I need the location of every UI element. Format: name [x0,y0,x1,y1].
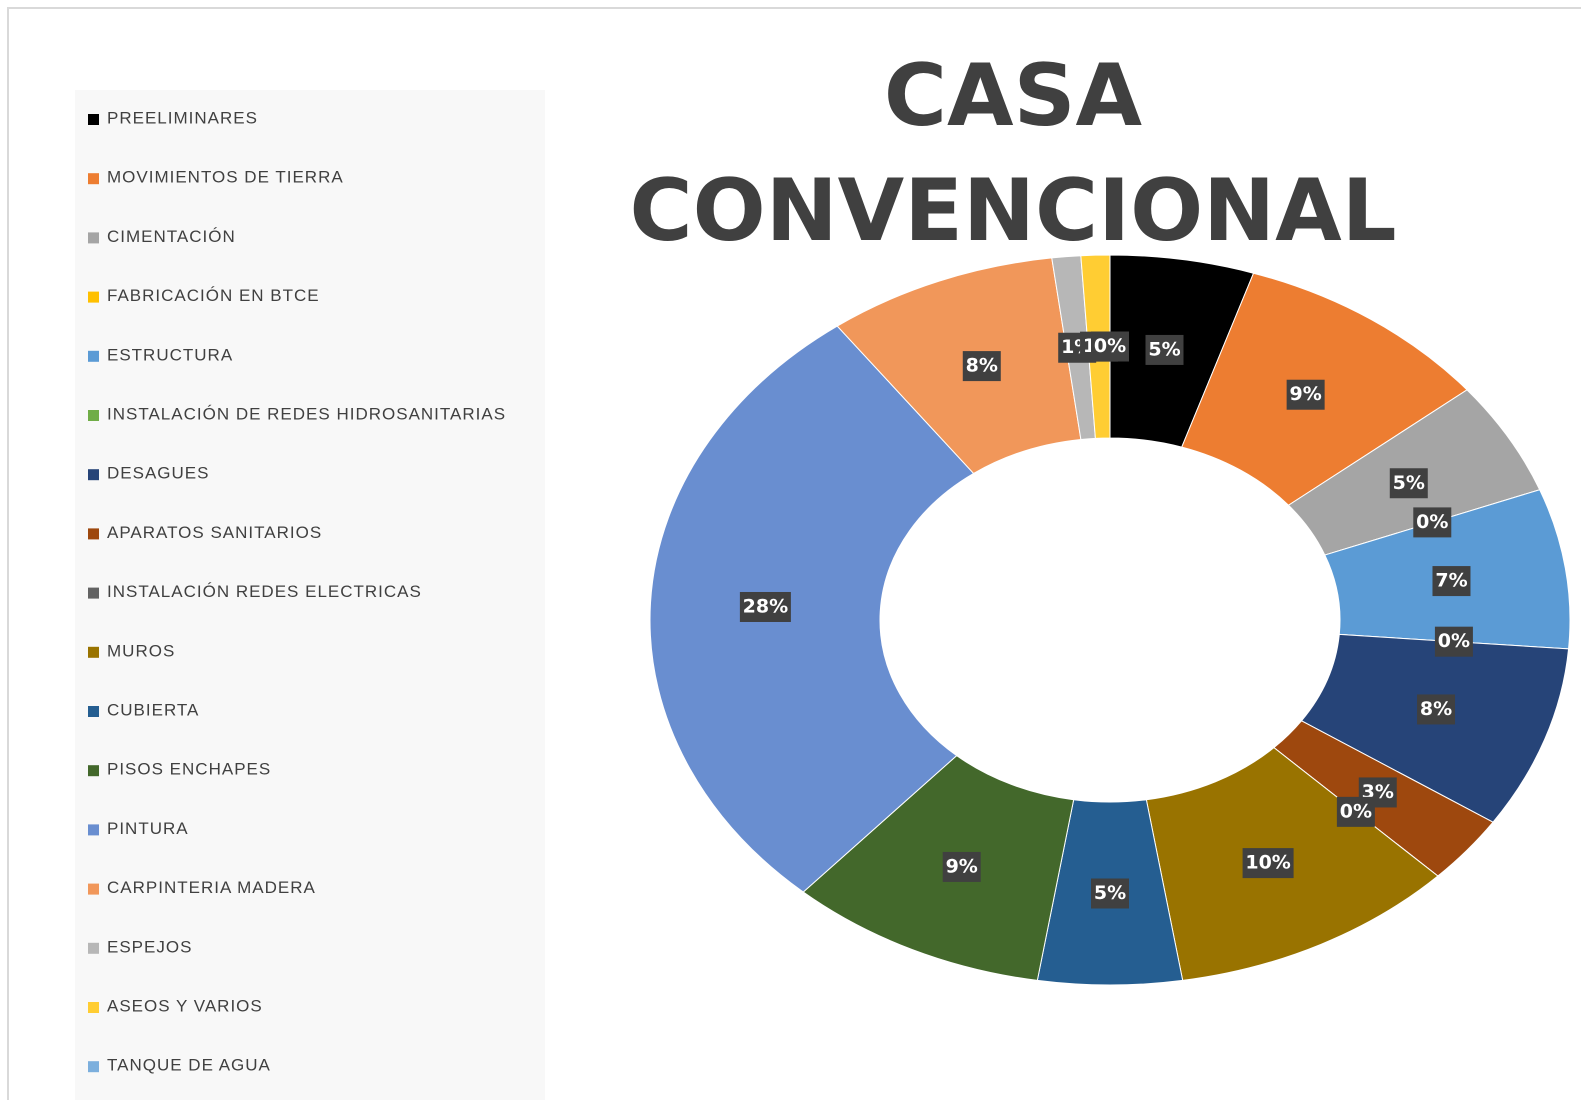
data-label-text: 0% [1340,800,1372,822]
data-label-box [1286,379,1325,410]
data-label-text: 28% [743,595,788,617]
legend-label: ASEOS Y VARIOS [107,996,263,1015]
data-label: 5% [1145,334,1184,365]
legend-swatch [88,173,99,185]
data-label-text: 5% [1393,472,1425,494]
data-label-text: 7% [1435,570,1467,592]
data-label-box [1091,331,1129,362]
data-label: 9% [942,851,981,882]
data-label-box [962,351,1001,382]
legend-panel [75,90,545,1100]
data-label: 7% [1432,566,1471,597]
legend-swatch [88,587,99,599]
data-label: 0% [1336,796,1375,827]
data-label-text: 0% [1438,630,1470,652]
data-label-box [1413,507,1452,538]
data-label-box [942,851,981,882]
data-label: 8% [1417,694,1456,725]
legend-swatch [88,114,99,125]
legend-label: PISOS ENCHAPES [107,760,271,779]
data-label-text: 9% [946,855,978,877]
legend-label: PINTURA [107,819,189,838]
legend-swatch [88,350,99,362]
data-label: 0% [1434,626,1473,657]
data-label-box [1091,878,1129,909]
data-label-box [739,591,791,622]
data-label: 5% [1091,878,1129,909]
data-label-text: 9% [1290,383,1322,405]
data-label-box [1145,334,1184,365]
title-line: CONVENCIONAL [629,161,1396,261]
legend-swatch [88,765,99,777]
legend-label: DESAGUES [107,464,209,483]
data-label-box [1434,626,1473,657]
data-label-text: 8% [1420,698,1452,720]
legend-swatch [88,942,99,954]
legend-label: MOVIMIENTOS DE TIERRA [107,168,344,187]
legend-label: CIMENTACIÓN [107,227,236,246]
legend-swatch [88,883,99,895]
legend-swatch [88,1002,99,1013]
chart-title: CASA CONVENCIONAL [629,46,1396,261]
data-label-text: 0% [1094,335,1126,357]
legend-swatch [88,528,99,540]
legend-label: ESTRUCTURA [107,345,233,364]
legend-label: APARATOS SANITARIOS [107,523,322,542]
donut-slice [649,325,975,893]
legend-label: MUROS [107,641,175,660]
data-label: 0% [1413,507,1452,538]
legend-label: FABRICACIÓN EN BTCE [107,286,320,305]
data-label: 28% [739,591,791,622]
data-label: 8% [962,351,1001,382]
legend-label: INSTALACIÓN DE REDES HIDROSANITARIAS [107,404,506,423]
legend-swatch [88,410,99,421]
title-line: CASA [884,46,1143,146]
data-label-text: 0% [1416,511,1448,533]
data-label-box [1242,848,1294,879]
legend-swatch [88,291,99,303]
legend-swatch [88,646,99,658]
data-label: 0% [1091,331,1129,362]
data-label: 10% [1242,848,1294,879]
legend-swatch [88,824,99,836]
data-label-text: 10% [1245,852,1290,874]
data-label: 9% [1286,379,1325,410]
legend-swatch [88,232,99,244]
data-label: 5% [1389,468,1428,499]
legend-label: CARPINTERIA MADERA [107,878,316,897]
legend-swatch [88,706,99,717]
legend-label: TANQUE DE AGUA [107,1056,271,1075]
legend-label: ESPEJOS [107,937,192,956]
data-label-text: 5% [1094,882,1126,904]
legend-swatch [88,469,99,481]
data-label-box [1336,796,1375,827]
legend-label: CUBIERTA [107,700,199,719]
data-label-box [1417,694,1456,725]
data-label-box [1432,566,1471,597]
legend-label: PREELIMINARES [107,108,258,127]
legend-swatch [88,1061,99,1073]
data-label-text: 5% [1148,338,1180,360]
data-label-text: 8% [966,355,998,377]
data-label-box [1389,468,1428,499]
legend-label: INSTALACIÓN REDES ELECTRICAS [107,582,422,601]
